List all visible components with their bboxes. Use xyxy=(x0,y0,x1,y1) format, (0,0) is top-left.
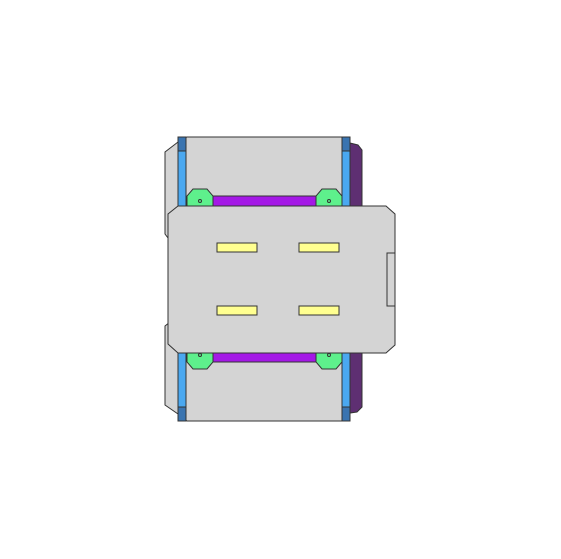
top-plate xyxy=(167,205,396,354)
slot-top-left xyxy=(216,242,258,253)
side-tab xyxy=(386,252,396,307)
clamp-top-right-pin xyxy=(327,199,331,203)
left-rail-end-bottom xyxy=(177,406,187,422)
right-rail-end-top xyxy=(341,136,351,152)
clamp-top-left-pin xyxy=(198,199,202,203)
slot-top-right xyxy=(298,242,340,253)
slot-bottom-right xyxy=(298,305,340,316)
crossbar-top xyxy=(211,195,317,207)
right-rail-end-bottom xyxy=(341,406,351,422)
slot-bottom-left xyxy=(216,305,258,316)
left-rail-end-top xyxy=(177,136,187,152)
